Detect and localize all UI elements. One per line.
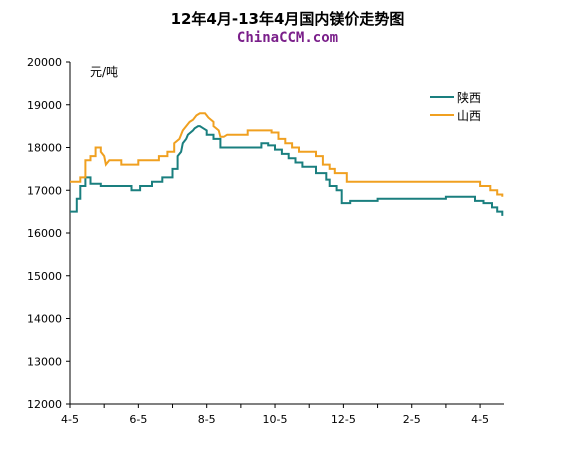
x-tick-label: 4-5	[61, 413, 79, 426]
y-tick-label: 20000	[27, 56, 62, 69]
y-tick-label: 19000	[27, 99, 62, 112]
x-tick-label: 8-5	[198, 413, 216, 426]
x-tick-label: 12-5	[331, 413, 356, 426]
series-line-2	[70, 112, 504, 197]
series-line-1	[70, 125, 504, 216]
y-axis-label: 元/吨	[90, 65, 118, 79]
x-tick-label: 2-5	[403, 413, 421, 426]
legend-label: 陕西	[457, 90, 481, 105]
x-tick-label: 10-5	[263, 413, 288, 426]
y-tick-label: 16000	[27, 227, 62, 240]
y-tick-label: 15000	[27, 270, 62, 283]
series-layer	[70, 112, 504, 216]
y-tick-label: 13000	[27, 355, 62, 368]
y-tick-label: 17000	[27, 184, 62, 197]
y-tick-label: 14000	[27, 313, 62, 326]
axes: 20000 19000 18000 17000 16000 15000 14000 13000…	[27, 56, 504, 426]
chart-title: 12年4月-13年4月国内镁价走势图	[170, 10, 405, 28]
x-tick-label: 4-5	[471, 413, 489, 426]
x-tick-label: 6-5	[129, 413, 147, 426]
y-tick-label: 12000	[27, 398, 62, 411]
y-tick-label: 18000	[27, 142, 62, 155]
chart-subtitle: ChinaCCM.com	[236, 30, 339, 46]
legend-label: 山西	[457, 109, 481, 123]
